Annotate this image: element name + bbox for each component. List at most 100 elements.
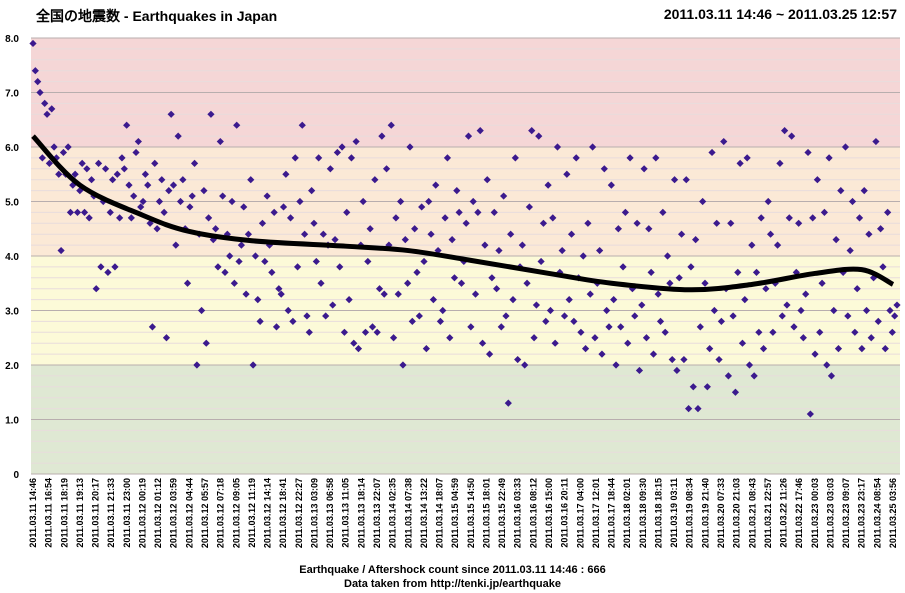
- data-point: [589, 143, 597, 151]
- data-point: [34, 78, 42, 86]
- data-point: [738, 339, 747, 347]
- data-point: [764, 197, 772, 206]
- x-tick-label: 2011.03.12 01:12: [153, 478, 163, 548]
- data-point: [336, 263, 344, 271]
- data-point: [635, 366, 644, 375]
- data-point: [284, 306, 292, 315]
- data-point: [628, 285, 637, 293]
- data-point: [275, 285, 283, 293]
- data-point: [570, 317, 578, 325]
- data-point: [436, 317, 445, 325]
- data-point: [560, 312, 569, 320]
- data-point: [169, 181, 178, 189]
- chart-title: 全国の地震数 - Earthquakes in Japan: [36, 8, 278, 24]
- data-point: [727, 219, 735, 227]
- data-point: [282, 170, 290, 178]
- data-point: [816, 328, 824, 336]
- data-point: [457, 279, 466, 287]
- data-point: [469, 197, 477, 206]
- data-point: [251, 252, 260, 260]
- data-point: [507, 230, 515, 238]
- x-tick-label: 2011.03.12 04:44: [184, 478, 194, 548]
- data-point: [862, 306, 871, 315]
- data-point: [76, 187, 84, 195]
- data-point: [48, 105, 56, 113]
- data-point: [350, 339, 358, 347]
- x-tick-label: 2011.03.14 02:35: [388, 478, 398, 548]
- data-point: [525, 203, 533, 211]
- x-tick-label: 2011.03.19 08:34: [685, 478, 695, 548]
- data-point: [581, 345, 590, 353]
- data-point: [235, 257, 243, 266]
- data-point: [729, 312, 737, 320]
- data-point: [844, 312, 852, 320]
- data-point: [715, 355, 723, 364]
- data-point: [38, 154, 46, 162]
- data-point: [656, 317, 665, 325]
- data-point: [502, 312, 510, 320]
- data-point: [153, 225, 161, 233]
- data-point: [530, 334, 538, 342]
- x-tick-label: 2011.03.13 03:09: [309, 478, 319, 548]
- data-point: [85, 214, 93, 222]
- data-point: [706, 345, 714, 353]
- data-point: [78, 159, 86, 167]
- data-point: [755, 328, 763, 336]
- data-point: [752, 268, 761, 276]
- data-point: [596, 246, 604, 255]
- data-point: [205, 214, 213, 222]
- data-point: [832, 236, 840, 244]
- data-point: [631, 312, 639, 320]
- data-point: [624, 339, 632, 347]
- data-point: [884, 208, 892, 216]
- data-point: [345, 296, 353, 304]
- data-point: [41, 99, 49, 107]
- data-point: [467, 323, 475, 331]
- x-tick-label: 2011.03.17 12:01: [591, 478, 601, 548]
- data-point: [778, 312, 786, 320]
- x-tick-label: 2011.03.20 07:33: [716, 478, 726, 548]
- data-point: [329, 301, 337, 309]
- data-point: [577, 328, 585, 336]
- data-point: [797, 306, 805, 315]
- data-point: [888, 328, 896, 336]
- data-point: [734, 268, 742, 276]
- data-point: [788, 132, 796, 140]
- data-point: [605, 323, 613, 331]
- data-point: [724, 372, 733, 380]
- data-point: [151, 159, 159, 167]
- data-point: [731, 388, 740, 396]
- data-point: [713, 219, 721, 227]
- x-tick-label: 2011.03.16 20:11: [560, 478, 570, 548]
- x-tick-label: 2011.03.23 03:03: [825, 478, 835, 548]
- data-point: [296, 197, 304, 206]
- data-point: [736, 159, 744, 167]
- data-point: [130, 192, 138, 200]
- data-point: [31, 67, 39, 75]
- data-point: [846, 246, 854, 255]
- data-point: [535, 132, 543, 140]
- x-tick-label: 2011.03.23 23:17: [857, 478, 867, 548]
- data-point: [453, 187, 461, 195]
- data-point: [584, 219, 592, 227]
- x-tick-label: 2011.03.12 05:57: [200, 478, 210, 548]
- data-point: [809, 214, 817, 222]
- data-point: [109, 176, 117, 184]
- data-point: [277, 290, 285, 298]
- data-point: [799, 334, 807, 342]
- data-point: [83, 165, 91, 173]
- data-point: [645, 225, 653, 233]
- data-point: [162, 334, 171, 342]
- data-point: [474, 208, 482, 216]
- data-point: [537, 257, 545, 266]
- data-point: [160, 208, 168, 216]
- data-point: [92, 285, 100, 293]
- data-point: [663, 252, 672, 260]
- data-point: [359, 197, 367, 206]
- data-point: [425, 197, 433, 206]
- data-point: [699, 197, 707, 206]
- data-point: [872, 137, 880, 146]
- data-point: [493, 285, 501, 293]
- y-tick-label: 4.0: [5, 252, 19, 263]
- data-point: [670, 176, 679, 184]
